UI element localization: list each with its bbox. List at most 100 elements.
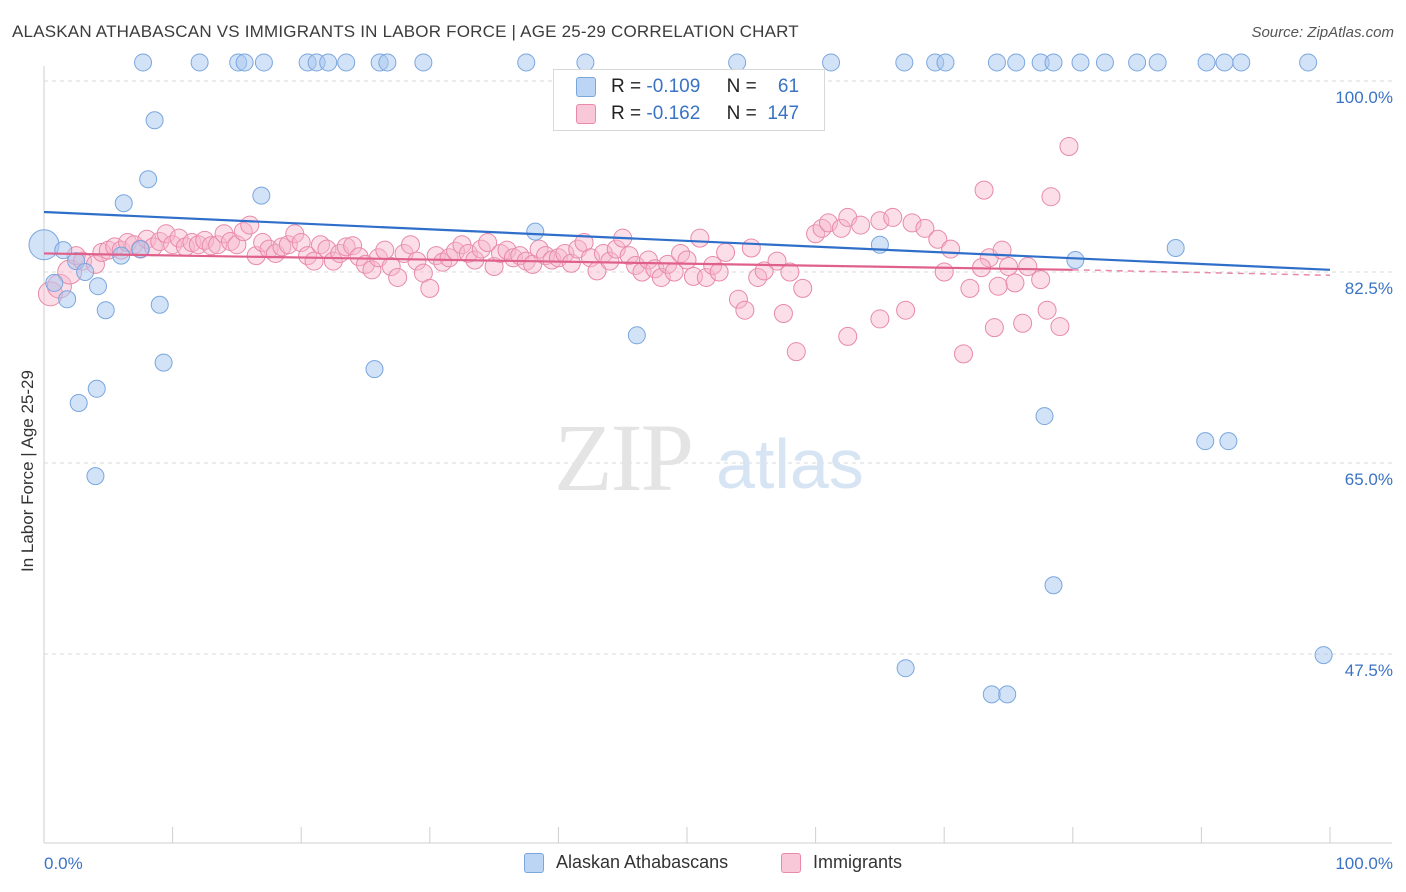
r-label: R = [611, 103, 642, 124]
athabascan-point [254, 53, 273, 72]
immigrants-point [984, 318, 1004, 338]
legend-swatch-blue [524, 852, 544, 873]
immigrants-point [1031, 270, 1051, 290]
immigrants-point [974, 180, 994, 200]
immigrants-point [741, 238, 761, 258]
legend-item-athabascan[interactable]: Alaskan Athabascans [524, 852, 728, 873]
athabascan-point [1197, 53, 1216, 72]
legend-swatch-pink [781, 852, 801, 873]
athabascan-point [896, 659, 915, 678]
athabascan-point [190, 53, 209, 72]
immigrants-point [793, 278, 813, 298]
watermark: ZIP atlas [554, 404, 864, 511]
athabascan-point [1044, 53, 1063, 72]
immigrants-point [388, 267, 408, 287]
immigrants-point [401, 235, 421, 255]
immigrants-point [883, 207, 903, 227]
immigrants-point [336, 237, 356, 257]
immigrants-point [195, 230, 215, 250]
immigrants-point [156, 224, 176, 244]
immigrants-point [240, 215, 260, 235]
immigrants-point [381, 257, 401, 277]
immigrants-point [896, 300, 916, 320]
athabascan-point [1066, 250, 1085, 269]
athabascan-point [414, 53, 433, 72]
x-tick-label-1: 100.0% [1335, 854, 1393, 873]
grid-lines [44, 80, 1392, 655]
legend-item-immigrants[interactable]: Immigrants [781, 852, 902, 873]
immigrants-point [831, 218, 851, 238]
athabascan-point [1314, 646, 1333, 665]
immigrants-point [818, 213, 838, 233]
immigrants-point [934, 262, 954, 282]
immigrants-point [420, 278, 440, 298]
immigrants-points [37, 136, 1079, 364]
athabascan-point [1166, 238, 1185, 257]
athabascan-point [1128, 53, 1147, 72]
source-label: Source: ZipAtlas.com [1251, 24, 1394, 41]
athabascan-point [1007, 53, 1026, 72]
athabascan-point [69, 393, 88, 412]
athabascan-point [365, 360, 384, 379]
athabascan-point [895, 53, 914, 72]
y-tick-label-3: 47.5% [1345, 661, 1393, 680]
immigrants-point [902, 213, 922, 233]
athabascan-point [1196, 432, 1215, 451]
immigrants-point [1013, 313, 1033, 333]
immigrants-point [773, 303, 793, 323]
legend-label-immigrants: Immigrants [813, 852, 903, 872]
athabascan-point [1299, 53, 1318, 72]
athabascan-point [627, 326, 646, 345]
immigrants-point [780, 262, 800, 282]
immigrants-point [375, 240, 395, 260]
athabascan-point [58, 290, 77, 309]
r-value-athabascan: -0.109 [646, 76, 701, 97]
y-tick-label-0: 100.0% [1335, 88, 1393, 107]
immigrants-point [960, 278, 980, 298]
athabascan-point [139, 170, 158, 189]
athabascan-points [28, 53, 1333, 704]
immigrants-point [696, 267, 716, 287]
athabascan-point [87, 379, 106, 398]
immigrants-point [992, 240, 1012, 260]
athabascan-point [1232, 53, 1251, 72]
r-label: R = [611, 76, 642, 97]
immigrants-point [298, 246, 318, 266]
n-label: N = [726, 103, 757, 124]
y-axis-label: In Labor Force | Age 25-29 [18, 370, 37, 572]
immigrants-point [497, 240, 517, 260]
athabascan-point [86, 467, 105, 486]
immigrants-point [941, 239, 961, 259]
immigrants-point [838, 326, 858, 346]
immigrants-point [1037, 300, 1057, 320]
immigrants-point [988, 276, 1008, 296]
athabascan-point [319, 53, 338, 72]
immigrants-point [362, 260, 382, 280]
trend-lines [43, 210, 1331, 277]
immigrants-point [928, 229, 948, 249]
bottom-legend: Alaskan Athabascans Immigrants [0, 852, 1406, 878]
athabascan-point [982, 685, 1001, 704]
immigrants-point [343, 236, 363, 256]
athabascan-point [1044, 576, 1063, 595]
legend-label-athabascan: Alaskan Athabascans [556, 852, 729, 872]
chart-title: ALASKAN ATHABASCAN VS IMMIGRANTS IN LABO… [12, 22, 799, 41]
athabascan-point [252, 186, 271, 205]
immigrants-point [1059, 136, 1079, 156]
stats-legend: R = -0.109 N = 61 R = -0.162 N = 147 [553, 69, 825, 131]
immigrants-point [600, 251, 620, 271]
immigrants-point [999, 257, 1018, 277]
n-label: N = [726, 76, 757, 97]
immigrants-point [1005, 273, 1025, 293]
athabascan-point [1035, 407, 1054, 426]
athabascan-point [134, 53, 153, 72]
immigrants-point [150, 231, 170, 251]
athabascan-point [150, 295, 169, 314]
immigrants-point [478, 233, 498, 253]
athabascan-point [1095, 53, 1114, 72]
stats-swatch-pink [576, 104, 596, 124]
immigrants-point [812, 218, 832, 238]
immigrants-point [208, 235, 228, 255]
immigrants-point [915, 218, 935, 238]
